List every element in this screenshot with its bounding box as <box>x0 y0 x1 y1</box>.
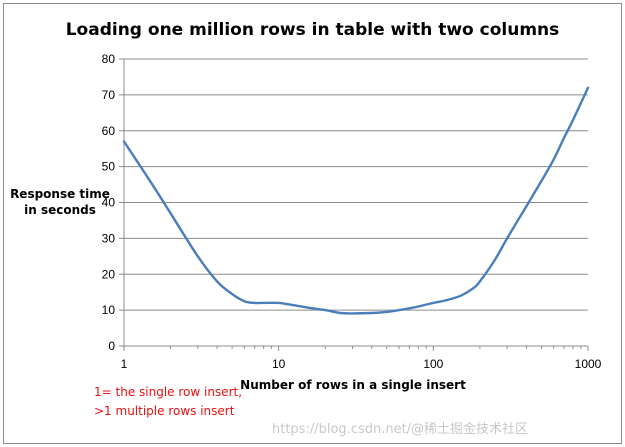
grid-lines <box>119 58 589 351</box>
series-lines <box>122 86 590 315</box>
watermark: https://blog.csdn.net/@稀土掘金技术社区 <box>272 422 529 437</box>
y-tick-label-20: 20 <box>102 267 116 281</box>
x-tick-labels: 1 10 100 1000 <box>121 357 602 371</box>
y-tick-label-10: 10 <box>102 303 116 317</box>
y-tick-labels: 0 10 20 30 40 50 60 70 80 <box>102 52 116 353</box>
x-tick-label-1: 1 <box>121 357 128 371</box>
chart-frame <box>3 3 622 444</box>
y-tick-label-80: 80 <box>102 52 116 66</box>
annotation-line-2: >1 multiple rows insert <box>94 404 235 418</box>
x-tick-label-1000: 1000 <box>575 357 602 371</box>
y-axis-label: Response time in seconds <box>6 186 114 218</box>
x-tick-label-10: 10 <box>272 357 286 371</box>
y-tick-label-70: 70 <box>102 88 116 102</box>
annotation-line-1: 1= the single row insert, <box>94 385 243 399</box>
x-tick-label-100: 100 <box>423 357 443 371</box>
annotation: 1= the single row insert, >1 multiple ro… <box>94 383 242 421</box>
y-tick-label-40: 40 <box>102 196 116 210</box>
chart-title: Loading one million rows in table with t… <box>65 20 560 40</box>
y-axis-label-line-2: in seconds <box>24 203 96 217</box>
axes <box>123 59 588 347</box>
x-axis-label: Number of rows in a single insert <box>240 378 466 392</box>
series-line-0 <box>122 86 590 315</box>
y-tick-label-60: 60 <box>102 124 116 138</box>
y-tick-label-50: 50 <box>102 160 116 174</box>
y-tick-label-30: 30 <box>102 231 116 245</box>
y-axis-label-line-1: Response time <box>10 187 110 201</box>
y-tick-label-0: 0 <box>108 339 115 353</box>
